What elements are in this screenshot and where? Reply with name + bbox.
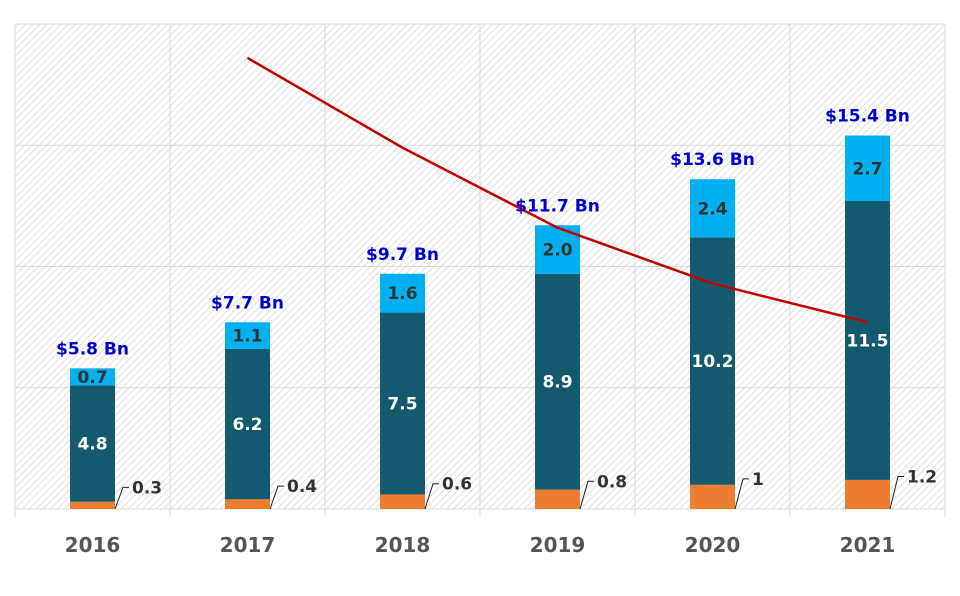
trend-line — [246, 56, 868, 324]
total-label: $7.7 Bn — [211, 293, 284, 313]
total-label: $9.7 Bn — [366, 245, 439, 265]
data-label-middle: 8.9 — [542, 373, 572, 393]
bar-top — [380, 273, 425, 313]
data-label-middle: 10.2 — [692, 352, 734, 372]
data-label-top: 2.7 — [852, 159, 882, 179]
bar-middle — [225, 348, 270, 500]
data-label-bottom: 0.4 — [287, 477, 317, 497]
bar-top — [225, 322, 270, 349]
data-label-top: 1.6 — [387, 284, 417, 304]
bar-middle — [845, 201, 890, 480]
bar-middle — [70, 385, 115, 502]
data-label-middle: 6.2 — [232, 415, 262, 435]
data-label-top: 2.0 — [542, 241, 572, 261]
total-label: $11.7 Bn — [515, 196, 600, 216]
data-label-bottom: 0.6 — [442, 475, 472, 495]
x-tick-label: 2019 — [530, 533, 586, 557]
leader-line — [424, 483, 439, 510]
data-label-top: 0.7 — [77, 368, 107, 388]
bar-bottom — [690, 484, 735, 509]
data-label-bottom: 0.8 — [597, 472, 627, 492]
data-label-bottom: 1 — [752, 470, 764, 490]
x-tick-label: 2020 — [685, 533, 741, 557]
x-tick-label: 2017 — [220, 533, 276, 557]
total-label: $15.4 Bn — [825, 107, 910, 127]
bar-bottom — [380, 494, 425, 509]
data-label-top: 1.1 — [232, 327, 262, 347]
bar-top — [845, 135, 890, 202]
x-tick-label: 2018 — [375, 533, 431, 557]
bar-bottom — [845, 479, 890, 509]
data-label-bottom: 0.3 — [132, 478, 162, 498]
data-label-top: 2.4 — [697, 199, 727, 219]
bar-bottom — [225, 499, 270, 509]
total-label: $5.8 Bn — [56, 339, 129, 359]
bar-top — [690, 179, 735, 238]
bar-middle — [380, 312, 425, 495]
data-label-middle: 4.8 — [77, 435, 107, 455]
bar-bottom — [70, 501, 115, 509]
bar-top — [70, 368, 115, 386]
leader-line — [269, 485, 284, 510]
data-label-middle: 7.5 — [387, 395, 417, 415]
x-tick-label: 2016 — [65, 533, 121, 557]
total-label: $13.6 Bn — [670, 150, 755, 170]
leader-line — [889, 475, 904, 510]
data-label-bottom: 1.2 — [907, 467, 937, 487]
bar-bottom — [535, 489, 580, 509]
leader-line — [734, 478, 749, 510]
data-label-middle: 11.5 — [847, 331, 889, 351]
bar-middle — [535, 273, 580, 490]
leader-line — [579, 480, 594, 510]
x-tick-label: 2021 — [840, 533, 896, 557]
leader-line — [114, 486, 129, 510]
